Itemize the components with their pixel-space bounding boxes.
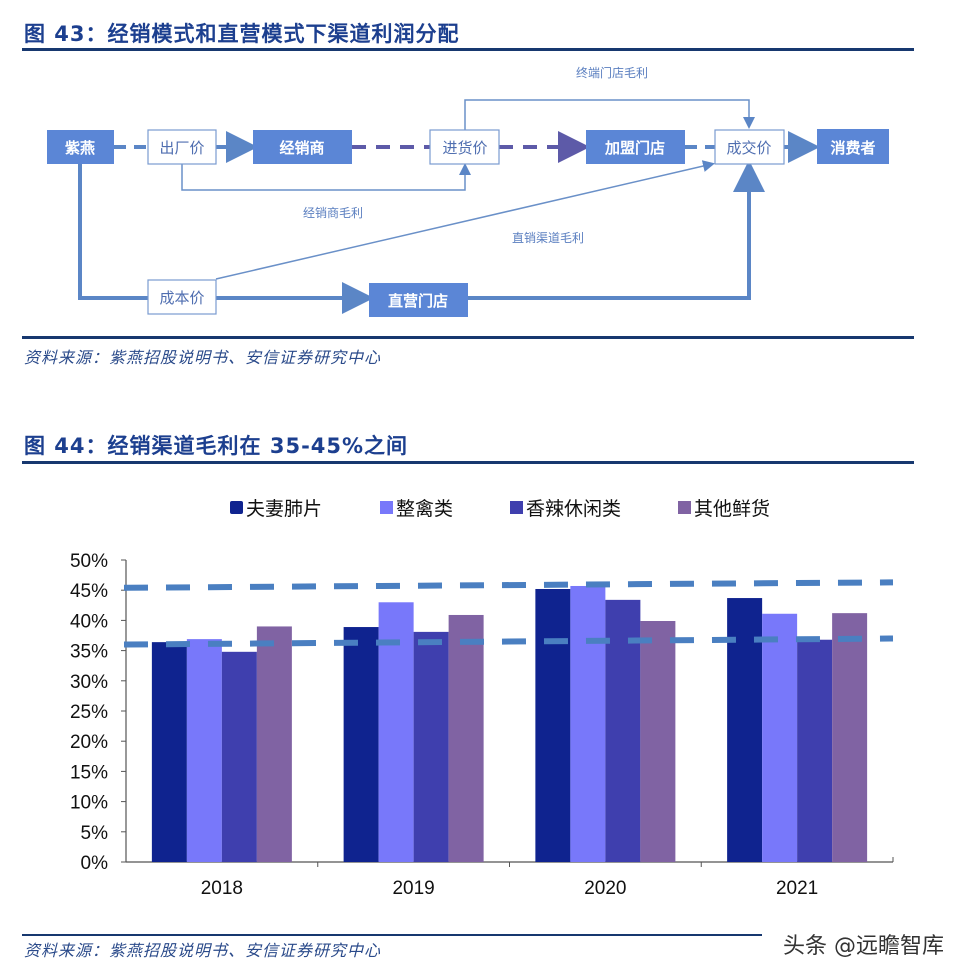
node-factory-price: 出厂价 [147,129,217,165]
y-tick-label: 25% [70,702,108,723]
y-tick-label: 0% [81,853,109,874]
svg-text:消费者: 消费者 [830,139,875,157]
channel-profit-diagram: 紫燕 出厂价 经销商 进货价 加盟门店 成交价 消费者 成本价 直营门店 终端门… [47,65,889,317]
reference-lines [123,579,894,648]
bar [256,626,292,862]
bar [448,614,484,862]
y-tick-label: 15% [70,762,108,783]
bar [797,639,833,862]
source-rule [22,336,914,339]
node-consumer: 消费者 [817,129,889,164]
svg-text:夫妻肺片: 夫妻肺片 [246,498,322,520]
title-rule [22,461,914,464]
title-rule [22,48,914,51]
chart-legend: 夫妻肺片 整禽类 香辣休闲类 其他鲜货 [230,498,770,520]
y-tick-label: 20% [70,732,108,753]
gross-margin-bar-chart: 夫妻肺片 整禽类 香辣休闲类 其他鲜货 0% 5% 10% 15% 20% 25% 30% 35% 4… [70,498,894,899]
chart-bars [151,585,868,862]
figure-44-title: 图 44：经销渠道毛利在 35-45%之间 [24,434,409,458]
figure-43-source: 资料来源：紫燕招股说明书、安信证券研究中心 [24,348,382,367]
y-tick-label: 35% [70,642,108,663]
legend-item: 香辣休闲类 [510,498,621,520]
y-tick-label: 30% [70,672,108,693]
figure-44-source: 资料来源：紫燕招股说明书、安信证券研究中心 [24,941,382,960]
watermark: 头条 @远瞻智库 [779,928,948,960]
bar [640,621,676,862]
bar [535,588,571,862]
bar [605,599,641,862]
svg-text:整禽类: 整禽类 [396,498,453,520]
label-distributor-margin: 经销商毛利 [303,205,363,220]
svg-text:进货价: 进货价 [442,139,487,157]
svg-text:香辣休闲类: 香辣休闲类 [526,498,621,520]
source-rule [22,934,762,936]
x-axis-labels: 2018 2019 2020 2021 [201,878,819,899]
label-direct-margin: 直销渠道毛利 [512,231,584,245]
node-ziyan: 紫燕 [47,130,114,164]
x-tick-label: 2020 [584,878,626,899]
svg-text:其他鲜货: 其他鲜货 [694,498,770,520]
bar [186,639,222,862]
bar [413,631,449,862]
node-deal-price: 成交价 [714,129,785,165]
bar [151,642,187,862]
svg-text:出厂价: 出厂价 [159,139,204,157]
x-tick-label: 2019 [392,878,434,899]
y-tick-label: 45% [70,581,108,602]
bar [570,585,606,862]
svg-text:成本价: 成本价 [159,289,204,307]
y-tick-label: 10% [70,793,108,814]
figure-43-title: 图 43：经销模式和直营模式下渠道利润分配 [24,22,460,46]
dashed-reference-line [123,635,894,648]
y-tick-label: 5% [81,823,109,844]
svg-text:紫燕: 紫燕 [65,139,95,157]
legend-item: 整禽类 [380,498,453,520]
node-distributor: 经销商 [253,130,352,164]
y-tick-label: 40% [70,611,108,632]
x-tick-label: 2021 [776,878,818,899]
node-direct-store: 直营门店 [369,283,468,317]
bar [762,613,798,862]
legend-item: 其他鲜货 [678,498,770,520]
y-tick-label: 50% [70,551,108,572]
node-cost-price: 成本价 [147,279,217,315]
svg-text:直营门店: 直营门店 [388,292,448,310]
bar [832,613,868,862]
x-tick-label: 2018 [201,878,243,899]
node-purchase-price: 进货价 [429,129,500,165]
node-franchise-store: 加盟门店 [586,130,685,164]
legend-item: 夫妻肺片 [230,498,322,520]
label-terminal-margin: 终端门店毛利 [576,65,648,80]
svg-text:成交价: 成交价 [726,139,771,157]
svg-text:经销商: 经销商 [279,139,324,157]
dashed-reference-line [123,579,894,591]
svg-text:加盟门店: 加盟门店 [604,139,665,157]
bar [343,627,379,862]
bar [378,602,414,862]
bar [221,651,257,862]
